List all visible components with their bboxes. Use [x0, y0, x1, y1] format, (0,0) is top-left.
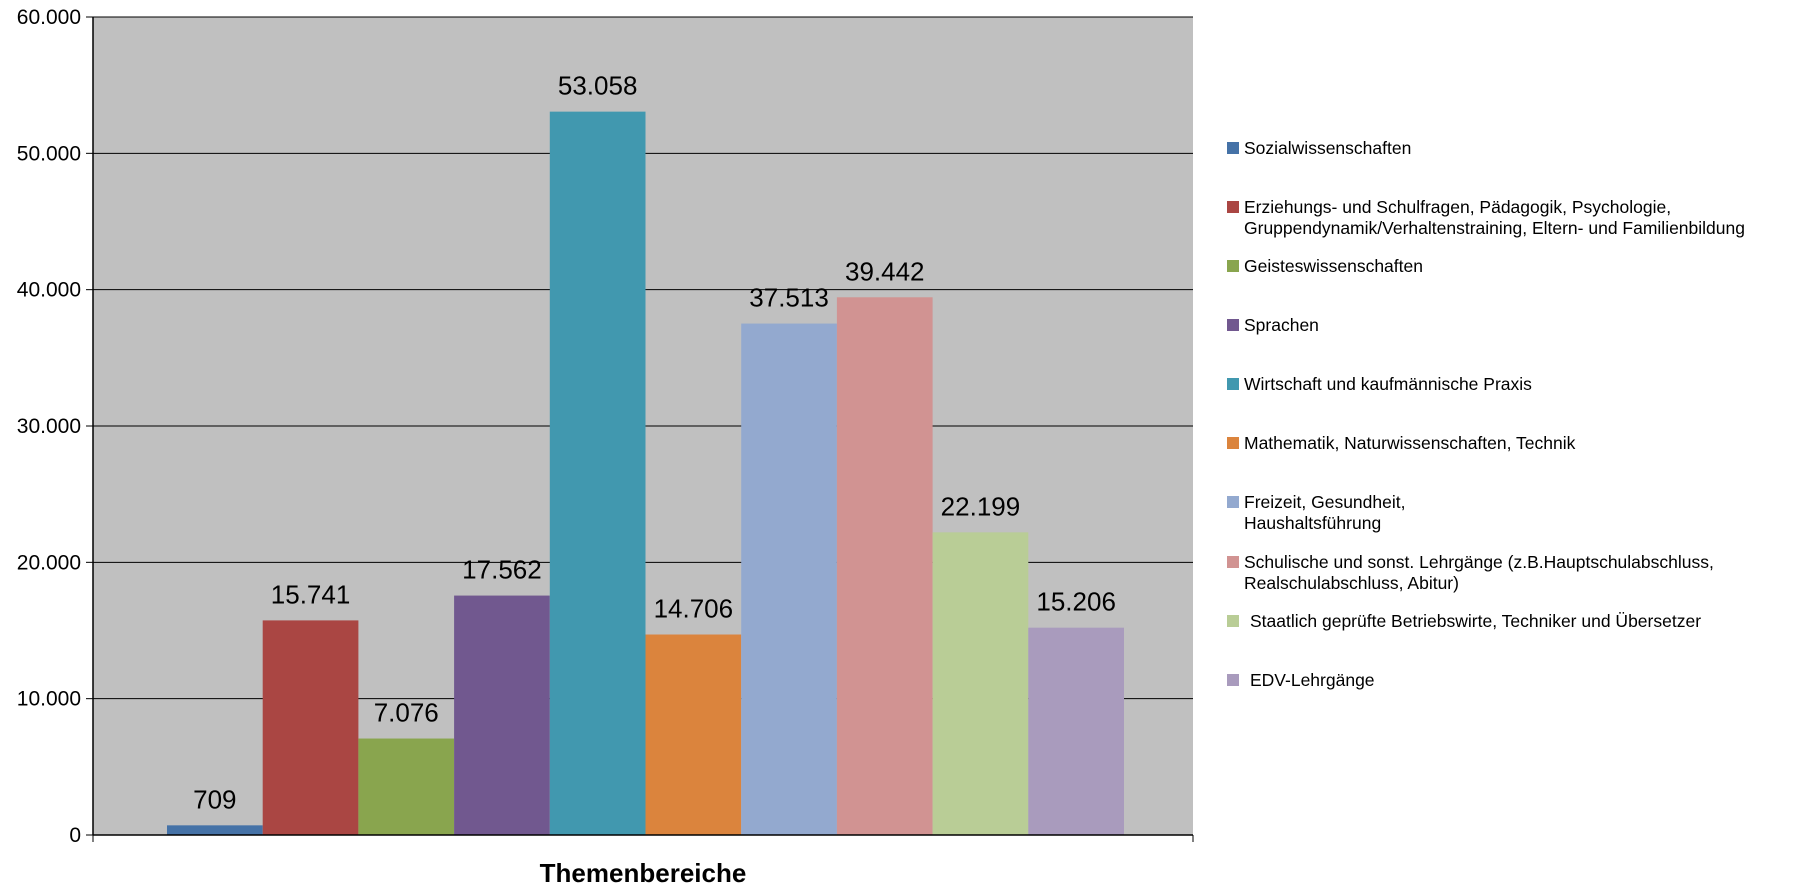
legend-label: Wirtschaft und kaufmännische Praxis [1244, 374, 1532, 394]
legend-swatch [1227, 319, 1239, 331]
legend-swatch [1227, 496, 1239, 508]
y-tick-label: 50.000 [17, 142, 81, 165]
legend-label: Sprachen [1244, 315, 1319, 335]
y-tick-label: 10.000 [17, 688, 81, 711]
data-label: 17.562 [462, 555, 542, 585]
data-label: 15.206 [1036, 587, 1116, 617]
bars [167, 111, 1124, 836]
data-label: 7.076 [374, 698, 439, 728]
legend-label: EDV-Lehrgänge [1250, 670, 1375, 690]
data-label: 14.706 [654, 594, 734, 624]
data-label: 37.513 [749, 283, 829, 313]
legend-swatch [1227, 378, 1239, 390]
bar [932, 532, 1029, 835]
legend-swatch [1227, 615, 1239, 627]
data-label: 39.442 [845, 256, 925, 286]
bar [741, 323, 837, 835]
y-tick-label: 30.000 [17, 415, 81, 438]
legend-label: Staatlich geprüfte Betriebswirte, Techni… [1250, 611, 1701, 631]
bar [836, 297, 933, 836]
axes: 0 10.000 20.000 30.000 40.000 50.000 60.000 [17, 6, 1194, 847]
y-tick-label: 0 [69, 824, 81, 847]
y-tick-label: 40.000 [17, 279, 81, 302]
data-label: 15.741 [271, 579, 351, 609]
legend-swatch [1227, 142, 1239, 154]
legend-swatch [1227, 260, 1239, 272]
legend-label: Gruppendynamik/Verhaltenstraining, Elter… [1244, 218, 1745, 238]
bar [645, 634, 742, 835]
data-label: 53.058 [558, 71, 638, 101]
legend-label: Sozialwissenschaften [1244, 138, 1411, 158]
bar [454, 595, 550, 835]
legend-label: Freizeit, Gesundheit, [1244, 492, 1405, 512]
y-tick-label: 20.000 [17, 551, 81, 574]
legend-label: Schulische und sonst. Lehrgänge (z.B.Hau… [1244, 552, 1714, 572]
legend-swatch [1227, 201, 1239, 213]
bar [549, 111, 646, 836]
legend-swatch [1227, 674, 1239, 686]
legend-label: Geisteswissenschaften [1244, 256, 1423, 276]
legend-swatch [1227, 437, 1239, 449]
x-axis-title: Themenbereiche [540, 858, 747, 887]
data-labels: 709 15.741 7.076 17.562 53.058 14.706 37.513 39… [193, 71, 1116, 815]
legend-swatch [1227, 556, 1239, 568]
bar [358, 738, 455, 835]
bar [167, 825, 263, 835]
data-label: 22.199 [941, 491, 1021, 521]
legend: Sozialwissenschaften Erziehungs- und Schu… [1227, 138, 1745, 690]
legend-label: Haushaltsführung [1244, 513, 1381, 533]
data-label: 709 [193, 784, 236, 814]
bar [262, 620, 359, 835]
bar [1028, 627, 1124, 835]
legend-label: Erziehungs- und Schulfragen, Pädagogik, … [1244, 197, 1671, 217]
y-tick-label: 60.000 [17, 6, 81, 29]
legend-label: Realschulabschluss, Abitur) [1244, 573, 1459, 593]
legend-label: Mathematik, Naturwissenschaften, Technik [1244, 433, 1576, 453]
